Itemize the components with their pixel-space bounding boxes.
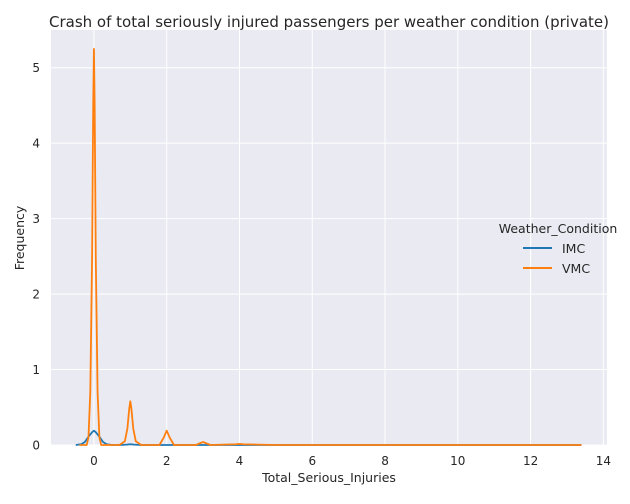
legend-label-vmc: VMC [562,261,590,276]
x-tick-labels: 0 2 4 6 8 10 12 14 [90,454,611,468]
y-tick-label: 5 [32,61,40,75]
y-tick-label: 2 [32,288,40,302]
series-line-vmc [79,47,582,446]
legend: Weather_Condition IMC VMC [499,221,618,276]
x-tick-label: 12 [523,454,538,468]
x-tick-label: 10 [450,454,465,468]
x-axis-label: Total_Serious_Injuries [261,470,396,485]
y-tick-label: 0 [32,439,40,453]
x-tick-label: 14 [596,454,611,468]
x-tick-label: 8 [381,454,389,468]
x-tick-label: 4 [236,454,244,468]
y-tick-label: 3 [32,212,40,226]
x-tick-label: 2 [163,454,171,468]
y-tick-label: 4 [32,137,40,151]
y-tick-label: 1 [32,363,40,377]
y-tick-labels: 0 1 2 3 4 5 [32,61,40,452]
plot-area [51,30,607,445]
legend-title: Weather_Condition [499,221,618,236]
legend-label-imc: IMC [562,241,585,256]
gridlines [51,30,607,446]
y-axis-label: Frequency [12,205,27,270]
series-layer [75,47,582,446]
x-tick-label: 0 [90,454,98,468]
x-tick-label: 6 [308,454,316,468]
chart-title: Crash of total seriously injured passeng… [49,13,609,31]
